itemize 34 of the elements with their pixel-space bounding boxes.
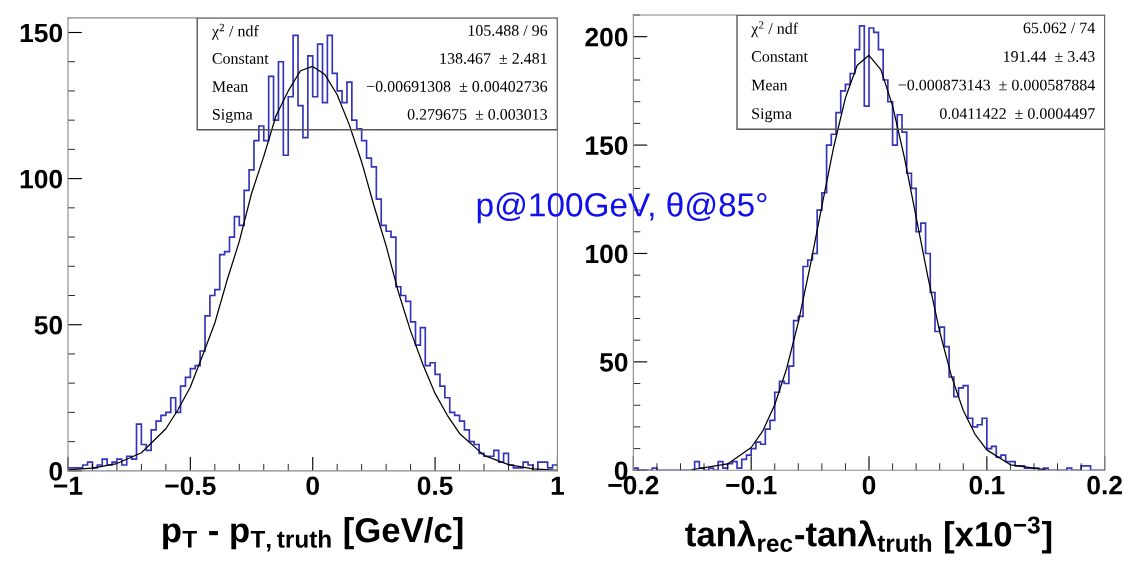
- annotation: 138.467 ± 2.481: [440, 53, 547, 64]
- x-tick-label: 1: [551, 476, 565, 495]
- x-tick-label: 0.1: [969, 475, 1005, 495]
- annotation: 0.279675 ± 0.003013: [407, 109, 548, 120]
- annotation: Sigma: [212, 109, 253, 124]
- y-tick-label: 150: [20, 23, 63, 43]
- y-tick-label: 50: [599, 353, 628, 372]
- annotation: Mean: [212, 81, 248, 92]
- annotation: Sigma: [752, 108, 792, 123]
- x-tick-label: 0: [306, 476, 319, 496]
- y-tick-label: 150: [586, 136, 628, 155]
- y-tick-label: 100: [20, 169, 63, 189]
- annotation: Constant: [751, 51, 808, 62]
- annotation: −0.000873143 ± 0.000587884: [898, 79, 1095, 91]
- x-tick-label: −0.1: [726, 475, 777, 495]
- annotation: χ$^{2}$ / ndf: [211, 23, 259, 40]
- annotation: 105.488 / 96: [468, 25, 548, 36]
- annotation: p@100GeV, θ@85°: [477, 192, 767, 224]
- annotation: 65.062 / 74: [1023, 22, 1095, 34]
- y-tick-label: 200: [585, 27, 628, 47]
- x-axis-title: p$_{T}$ - p$_{T,truth}$ [GeV/c]: [163, 516, 463, 552]
- x-tick-label: 0: [862, 475, 876, 495]
- x-tick-label: 0.5: [417, 476, 453, 496]
- y-tick-label: 50: [34, 315, 63, 335]
- annotation: −0.00691308 ± 0.00402736: [366, 81, 548, 92]
- annotation: 191.44 ± 3.43: [1004, 51, 1095, 62]
- x-tick-label: −0.5: [165, 476, 216, 496]
- annotation: Constant: [212, 53, 269, 64]
- y-tick-label: 100: [586, 244, 628, 264]
- annotation: 0.0411422 ± 0.0004497: [939, 108, 1095, 120]
- x-axis-title: tanλ$_{rec}$-tanλ$_{truth}$ [x10$^{−3}$]: [685, 516, 1052, 554]
- x-tick-label: 0.2: [1087, 475, 1122, 495]
- annotation: χ$^{2}$ / ndf: [751, 21, 799, 38]
- annotation: Mean: [751, 79, 788, 91]
